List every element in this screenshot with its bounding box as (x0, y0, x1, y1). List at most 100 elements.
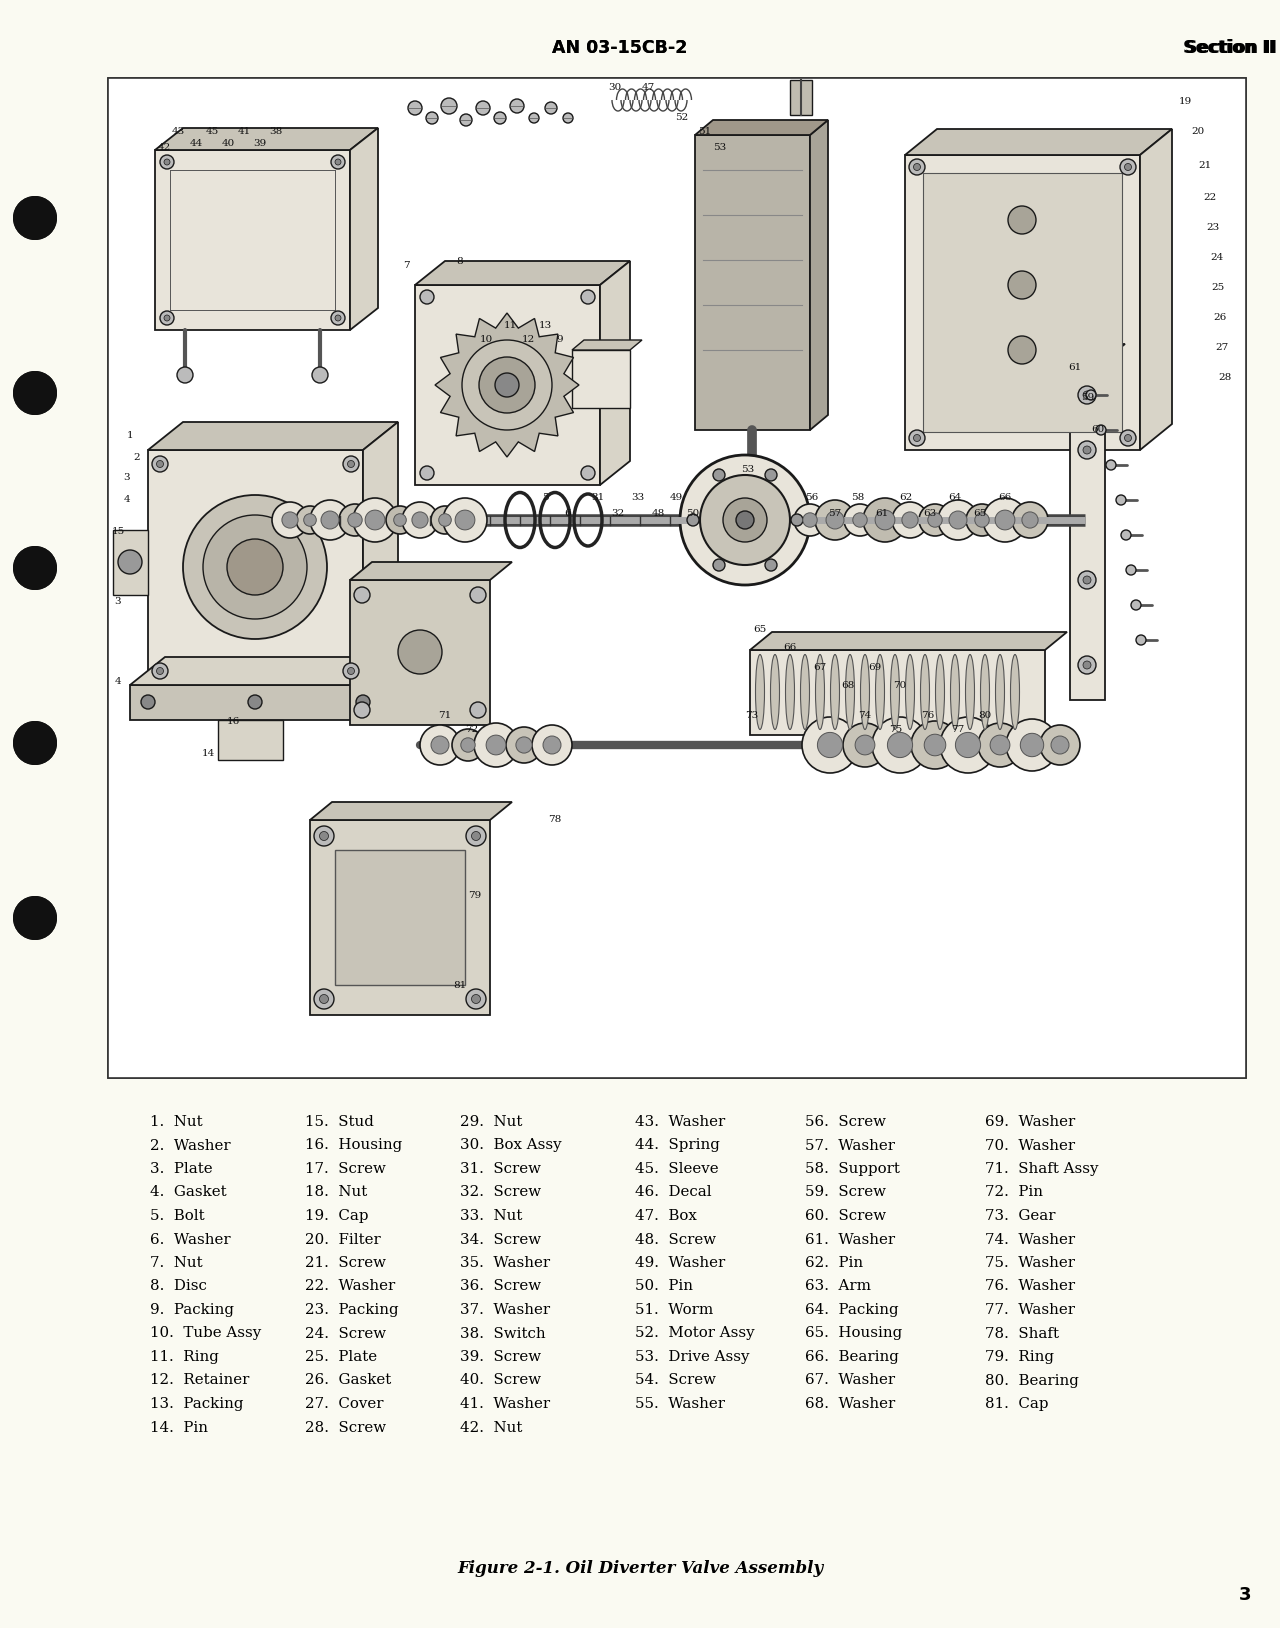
Circle shape (928, 513, 942, 527)
Circle shape (563, 112, 573, 124)
Circle shape (347, 461, 355, 467)
Text: 69.  Washer: 69. Washer (986, 1115, 1075, 1128)
Circle shape (506, 728, 541, 764)
Text: 66: 66 (998, 493, 1011, 501)
Text: 3: 3 (1239, 1586, 1252, 1604)
Circle shape (1012, 501, 1048, 537)
Text: 68: 68 (841, 681, 855, 690)
Circle shape (461, 737, 475, 752)
Circle shape (909, 430, 925, 446)
Ellipse shape (846, 654, 855, 729)
Circle shape (160, 155, 174, 169)
Text: 24.  Screw: 24. Screw (305, 1327, 387, 1340)
Text: 79: 79 (468, 891, 481, 900)
Text: 61.  Washer: 61. Washer (805, 1232, 895, 1247)
Circle shape (844, 505, 876, 536)
Text: 65: 65 (754, 625, 767, 635)
Text: 4: 4 (124, 495, 131, 505)
Text: 9.  Packing: 9. Packing (150, 1302, 234, 1317)
Circle shape (13, 371, 58, 415)
Circle shape (339, 505, 371, 536)
Text: 12.  Retainer: 12. Retainer (150, 1374, 250, 1387)
Circle shape (1039, 724, 1080, 765)
Polygon shape (1070, 344, 1125, 360)
Polygon shape (349, 562, 512, 580)
Circle shape (1078, 571, 1096, 589)
Circle shape (1083, 391, 1091, 399)
Text: 61: 61 (876, 508, 888, 518)
Circle shape (1021, 511, 1038, 527)
Text: 15.  Stud: 15. Stud (305, 1115, 374, 1128)
Text: 35.  Washer: 35. Washer (460, 1255, 550, 1270)
Text: 1: 1 (127, 431, 133, 441)
Polygon shape (148, 422, 398, 449)
Circle shape (152, 456, 168, 472)
Text: 74: 74 (859, 710, 872, 720)
Circle shape (1137, 635, 1146, 645)
Circle shape (310, 500, 349, 540)
Text: 18.  Nut: 18. Nut (305, 1185, 367, 1200)
FancyBboxPatch shape (349, 580, 490, 724)
Circle shape (1083, 446, 1091, 454)
Text: 81.  Cap: 81. Cap (986, 1397, 1048, 1411)
Circle shape (876, 510, 895, 529)
Circle shape (983, 498, 1027, 542)
Circle shape (1121, 531, 1132, 540)
Text: 69: 69 (868, 664, 882, 672)
Circle shape (791, 514, 803, 526)
Text: 5.  Bolt: 5. Bolt (150, 1210, 205, 1223)
Circle shape (402, 501, 438, 537)
Text: 66.  Bearing: 66. Bearing (805, 1350, 899, 1364)
Text: 64.  Packing: 64. Packing (805, 1302, 899, 1317)
Circle shape (470, 702, 486, 718)
Circle shape (13, 195, 58, 239)
Text: 42: 42 (157, 143, 170, 153)
Text: 75.  Washer: 75. Washer (986, 1255, 1075, 1270)
Circle shape (314, 825, 334, 847)
Circle shape (204, 514, 307, 619)
Text: 56: 56 (805, 493, 819, 501)
Circle shape (431, 736, 449, 754)
Circle shape (687, 514, 699, 526)
Circle shape (408, 101, 422, 116)
Text: 53: 53 (713, 143, 727, 153)
Bar (335, 850, 465, 985)
Circle shape (13, 195, 58, 239)
Circle shape (227, 539, 283, 594)
Text: 77: 77 (951, 726, 965, 734)
Circle shape (312, 366, 328, 383)
Text: 59: 59 (1082, 394, 1094, 402)
Circle shape (476, 101, 490, 116)
Circle shape (177, 366, 193, 383)
Polygon shape (905, 129, 1172, 155)
Text: 21: 21 (1198, 161, 1212, 169)
Circle shape (991, 736, 1010, 755)
Circle shape (420, 290, 434, 304)
Circle shape (581, 290, 595, 304)
Ellipse shape (786, 654, 795, 729)
Circle shape (855, 736, 876, 755)
Ellipse shape (951, 654, 960, 729)
Text: 79.  Ring: 79. Ring (986, 1350, 1053, 1364)
Text: 10: 10 (480, 335, 493, 345)
Circle shape (1078, 656, 1096, 674)
Text: 33: 33 (631, 493, 645, 501)
Text: 38: 38 (269, 127, 283, 137)
Text: 30: 30 (608, 83, 622, 93)
Circle shape (911, 721, 959, 768)
Circle shape (1009, 335, 1036, 365)
Circle shape (863, 498, 908, 542)
Text: 22: 22 (1203, 194, 1216, 202)
Circle shape (815, 500, 855, 540)
Text: 63: 63 (923, 508, 937, 518)
Text: 25.  Plate: 25. Plate (305, 1350, 378, 1364)
Text: 51.  Worm: 51. Worm (635, 1302, 713, 1317)
Text: 50.  Pin: 50. Pin (635, 1280, 692, 1294)
Circle shape (1020, 733, 1043, 757)
Text: 76: 76 (922, 710, 934, 720)
Text: 63.  Arm: 63. Arm (805, 1280, 870, 1294)
Ellipse shape (920, 654, 929, 729)
FancyBboxPatch shape (695, 135, 810, 430)
Text: 20.  Filter: 20. Filter (305, 1232, 380, 1247)
Text: 4.  Gasket: 4. Gasket (150, 1185, 227, 1200)
